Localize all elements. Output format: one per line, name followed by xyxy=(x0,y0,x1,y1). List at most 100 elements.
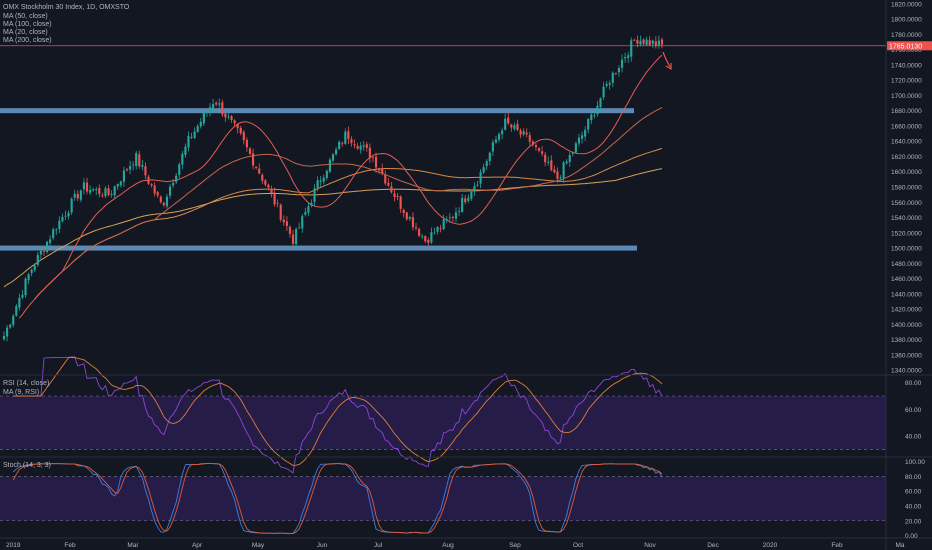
candle[interactable] xyxy=(445,219,448,221)
candle[interactable] xyxy=(304,212,307,215)
candle[interactable] xyxy=(49,239,52,243)
candle[interactable] xyxy=(374,156,378,168)
candle[interactable] xyxy=(580,135,584,139)
candle[interactable] xyxy=(301,216,304,229)
candle[interactable] xyxy=(630,40,633,57)
candle[interactable] xyxy=(298,227,301,229)
candle[interactable] xyxy=(556,171,559,179)
candle[interactable] xyxy=(285,221,288,227)
candle[interactable] xyxy=(507,117,510,124)
candle[interactable] xyxy=(568,155,571,162)
candle[interactable] xyxy=(110,194,113,195)
candle[interactable] xyxy=(144,166,147,176)
candle[interactable] xyxy=(633,39,636,41)
candle[interactable] xyxy=(384,174,387,184)
candle[interactable] xyxy=(122,170,125,182)
candle[interactable] xyxy=(70,198,73,213)
candle[interactable] xyxy=(378,168,381,171)
indicator-label-ma50[interactable]: MA (50, close) xyxy=(3,13,48,20)
candle[interactable] xyxy=(553,169,556,173)
candle[interactable] xyxy=(531,141,534,145)
candle[interactable] xyxy=(411,217,415,228)
candle[interactable] xyxy=(522,131,525,135)
candle[interactable] xyxy=(627,55,630,58)
candle[interactable] xyxy=(362,145,365,147)
candle[interactable] xyxy=(61,216,64,222)
candle[interactable] xyxy=(451,216,454,218)
candle[interactable] xyxy=(319,180,322,182)
indicator-label-ma100[interactable]: MA (100, close) xyxy=(3,21,52,28)
candle[interactable] xyxy=(6,327,9,337)
candle[interactable] xyxy=(433,232,436,234)
candle[interactable] xyxy=(470,191,473,199)
candle[interactable] xyxy=(331,154,335,161)
candle[interactable] xyxy=(227,116,230,118)
candle[interactable] xyxy=(172,182,175,186)
candle[interactable] xyxy=(461,197,464,212)
candle[interactable] xyxy=(387,182,390,186)
candle[interactable] xyxy=(497,133,501,140)
candle[interactable] xyxy=(571,152,574,154)
candle[interactable] xyxy=(436,227,439,232)
candle[interactable] xyxy=(205,111,209,113)
candle[interactable] xyxy=(547,161,550,163)
candle[interactable] xyxy=(473,186,476,192)
candle[interactable] xyxy=(267,184,270,188)
candle[interactable] xyxy=(264,180,267,185)
candle[interactable] xyxy=(282,219,285,223)
candle[interactable] xyxy=(519,130,522,135)
main-pane[interactable] xyxy=(0,35,886,342)
candle[interactable] xyxy=(457,210,461,212)
candle[interactable] xyxy=(593,115,596,117)
candle[interactable] xyxy=(79,190,82,200)
candle[interactable] xyxy=(245,139,248,148)
candle[interactable] xyxy=(353,144,356,146)
candle[interactable] xyxy=(202,112,205,124)
candle[interactable] xyxy=(559,177,562,179)
stoch-axis[interactable]: 0.00 20.00 40.00 60.00 80.00 100.00 xyxy=(905,459,925,540)
candle[interactable] xyxy=(485,161,488,167)
candle[interactable] xyxy=(525,132,528,135)
candle[interactable] xyxy=(98,188,101,195)
candle[interactable] xyxy=(116,184,119,187)
candle[interactable] xyxy=(454,212,458,219)
candle[interactable] xyxy=(101,195,104,197)
candle[interactable] xyxy=(611,72,614,83)
stoch-pane[interactable] xyxy=(0,463,886,535)
candle[interactable] xyxy=(371,157,375,159)
candle[interactable] xyxy=(221,102,224,115)
stoch-title[interactable]: Stoch (14, 3, 3) xyxy=(3,462,51,469)
candle[interactable] xyxy=(605,83,608,86)
candle[interactable] xyxy=(574,143,577,153)
candle[interactable] xyxy=(255,166,258,169)
candle[interactable] xyxy=(418,228,421,236)
candle[interactable] xyxy=(76,193,79,199)
candle[interactable] xyxy=(513,125,516,129)
candle[interactable] xyxy=(307,206,310,213)
rsi-pane[interactable] xyxy=(0,356,886,474)
candle[interactable] xyxy=(541,151,544,154)
candle[interactable] xyxy=(639,40,642,45)
candle[interactable] xyxy=(590,114,593,121)
candle[interactable] xyxy=(657,40,660,46)
candle[interactable] xyxy=(648,40,651,46)
candle[interactable] xyxy=(273,192,276,205)
candle[interactable] xyxy=(510,124,513,128)
candle[interactable] xyxy=(587,118,590,130)
candle[interactable] xyxy=(150,184,153,186)
candle[interactable] xyxy=(467,197,470,201)
horizontal-zone[interactable] xyxy=(0,245,637,251)
candle[interactable] xyxy=(104,188,107,197)
candle[interactable] xyxy=(599,98,602,108)
candle[interactable] xyxy=(15,306,18,316)
candle[interactable] xyxy=(39,250,42,255)
candle[interactable] xyxy=(236,124,239,129)
rsi-axis[interactable]: 40.00 60.00 80.00 xyxy=(905,380,922,440)
candle[interactable] xyxy=(399,196,402,209)
indicator-label-ma200[interactable]: MA (200, close) xyxy=(3,37,52,44)
candle[interactable] xyxy=(218,103,221,105)
indicator-label-ma20[interactable]: MA (20, close) xyxy=(3,29,48,36)
candle[interactable] xyxy=(181,153,184,165)
candle[interactable] xyxy=(645,39,648,45)
candle[interactable] xyxy=(651,40,654,44)
